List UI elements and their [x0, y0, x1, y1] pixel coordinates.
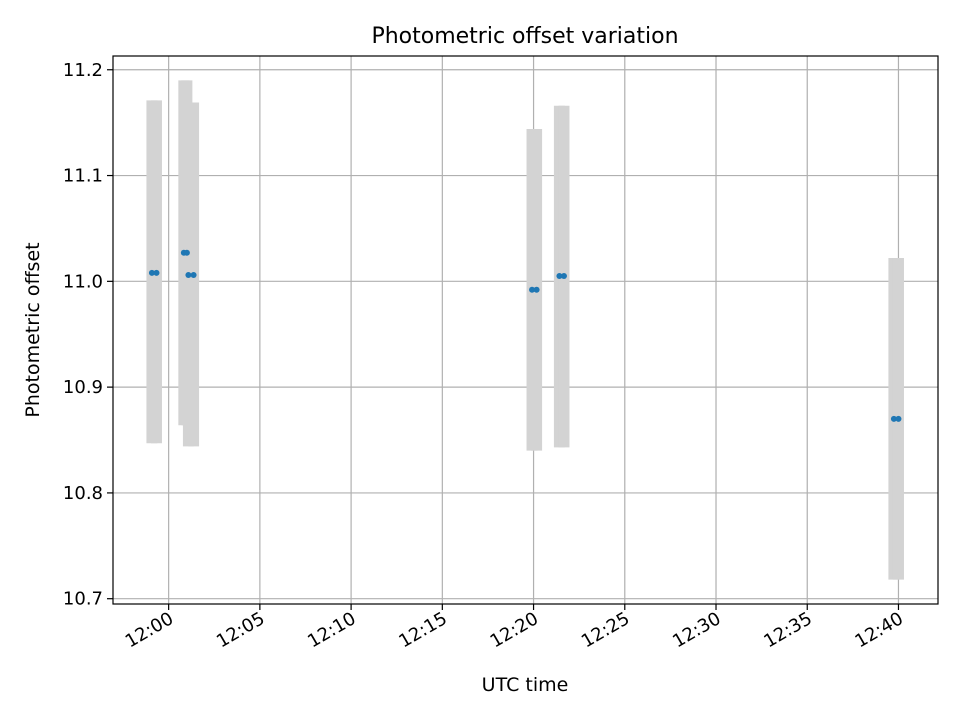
y-axis-label: Photometric offset [22, 242, 44, 417]
data-point [533, 286, 540, 293]
data-point [148, 269, 155, 276]
data-point [529, 286, 536, 293]
x-axis-label: UTC time [482, 674, 569, 696]
data-point [153, 269, 160, 276]
y-tick-label: 11.2 [63, 60, 103, 81]
y-tick-label: 10.7 [63, 589, 103, 610]
y-tick-label: 10.9 [63, 377, 103, 398]
chart-title: Photometric offset variation [371, 24, 678, 49]
y-axis-ticks: 10.7 10.8 10.9 11.0 11.1 11.2 [63, 60, 113, 610]
y-tick-label: 10.8 [63, 483, 103, 504]
data-point [560, 273, 567, 280]
y-tick-label: 11.1 [63, 166, 103, 187]
data-point [190, 271, 197, 278]
data-point [185, 271, 192, 278]
data-points [148, 249, 902, 422]
data-point [556, 273, 563, 280]
data-point [890, 415, 897, 422]
grid [113, 56, 938, 604]
data-point [895, 415, 902, 422]
data-point [183, 249, 190, 256]
y-tick-label: 11.0 [63, 271, 103, 292]
plot-frame [112, 55, 939, 605]
plot-area [113, 56, 938, 604]
